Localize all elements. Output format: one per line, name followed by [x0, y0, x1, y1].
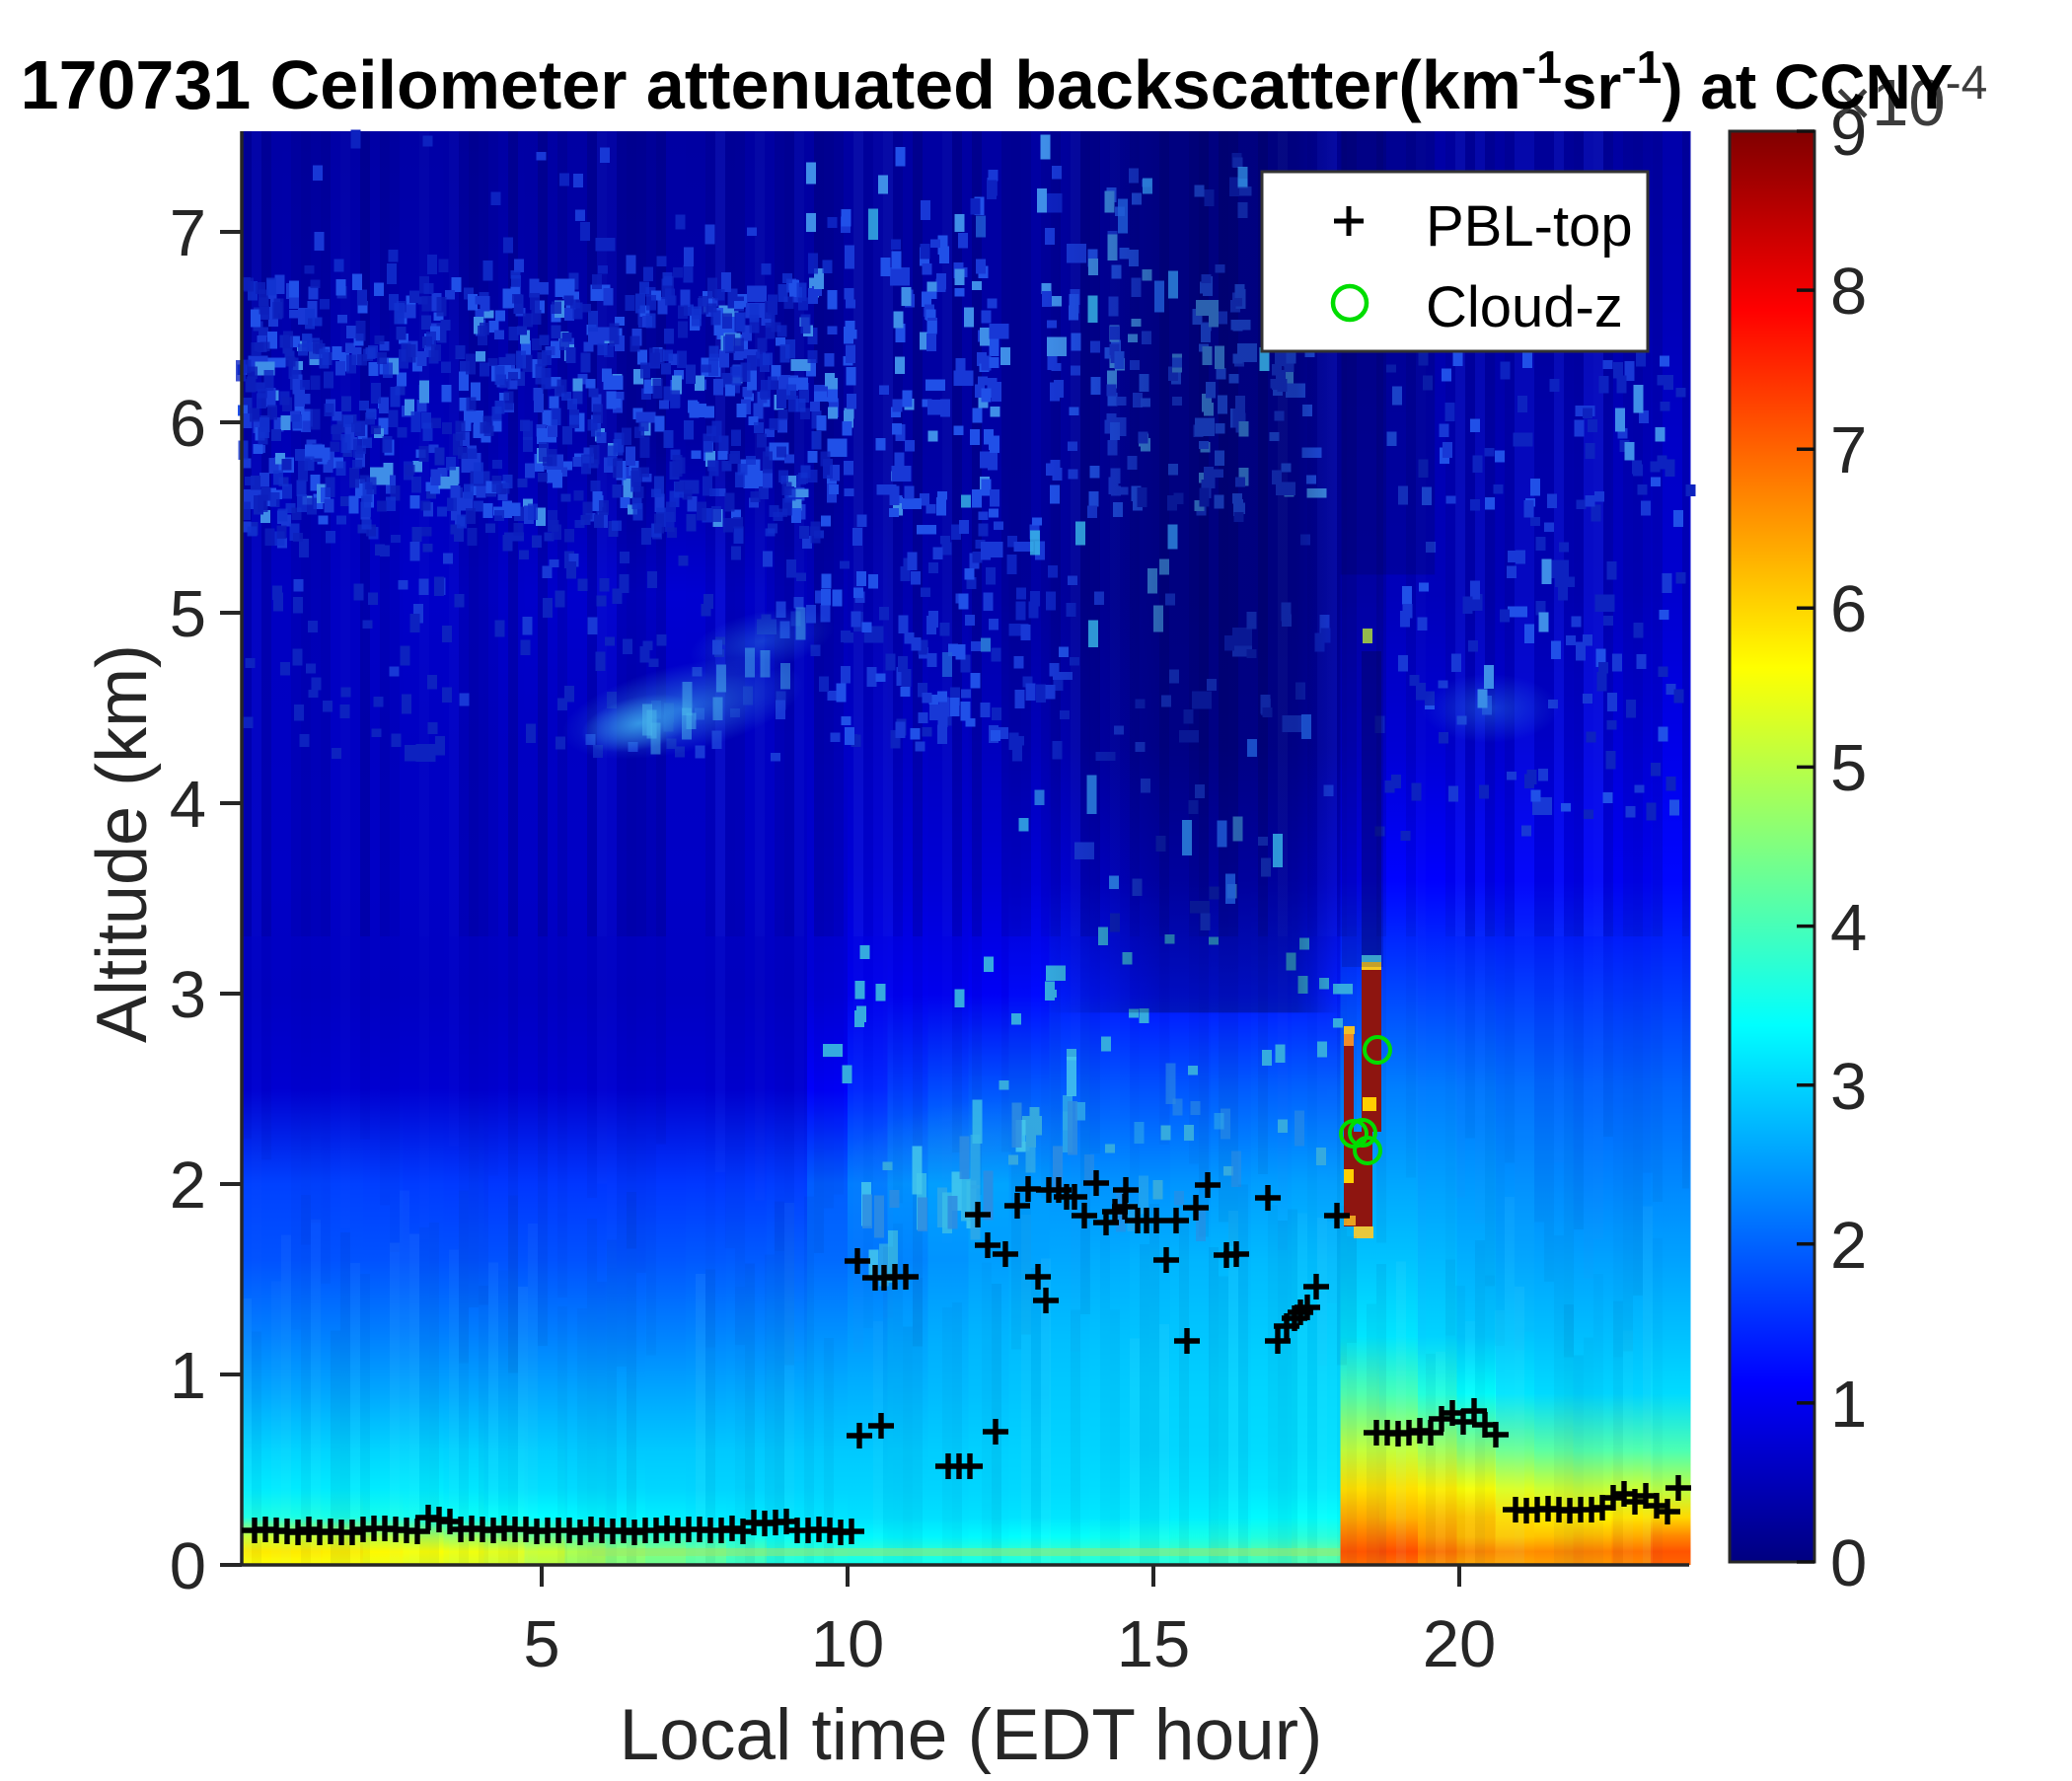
svg-text:20: 20	[1423, 1607, 1497, 1681]
svg-text:7: 7	[170, 196, 206, 270]
svg-text:2: 2	[170, 1149, 206, 1223]
svg-text:Cloud-z: Cloud-z	[1426, 275, 1623, 339]
svg-text:7: 7	[1830, 413, 1867, 487]
svg-text:5: 5	[170, 577, 206, 651]
svg-text:1: 1	[170, 1339, 206, 1413]
svg-text:2: 2	[1830, 1209, 1867, 1283]
svg-text:9: 9	[1830, 96, 1867, 170]
svg-text:5: 5	[1830, 731, 1867, 805]
svg-text:1: 1	[1830, 1368, 1867, 1442]
svg-text:5: 5	[523, 1607, 559, 1681]
svg-text:8: 8	[1830, 255, 1867, 329]
svg-text:4: 4	[170, 768, 206, 842]
svg-text:170731 Ceilometer attenuated b: 170731 Ceilometer attenuated backscatter…	[21, 41, 1954, 123]
svg-text:15: 15	[1117, 1607, 1191, 1681]
svg-text:Altitude (km): Altitude (km)	[83, 644, 162, 1043]
svg-text:0: 0	[170, 1529, 206, 1603]
svg-text:6: 6	[1830, 572, 1867, 646]
svg-text:10: 10	[811, 1607, 885, 1681]
svg-text:3: 3	[170, 958, 206, 1032]
svg-text:0: 0	[1830, 1526, 1867, 1600]
svg-text:6: 6	[170, 387, 206, 461]
svg-text:PBL-top: PBL-top	[1426, 194, 1633, 259]
svg-text:Local time (EDT hour): Local time (EDT hour)	[620, 1695, 1323, 1775]
svg-text:4: 4	[1830, 891, 1867, 965]
svg-text:3: 3	[1830, 1050, 1867, 1124]
